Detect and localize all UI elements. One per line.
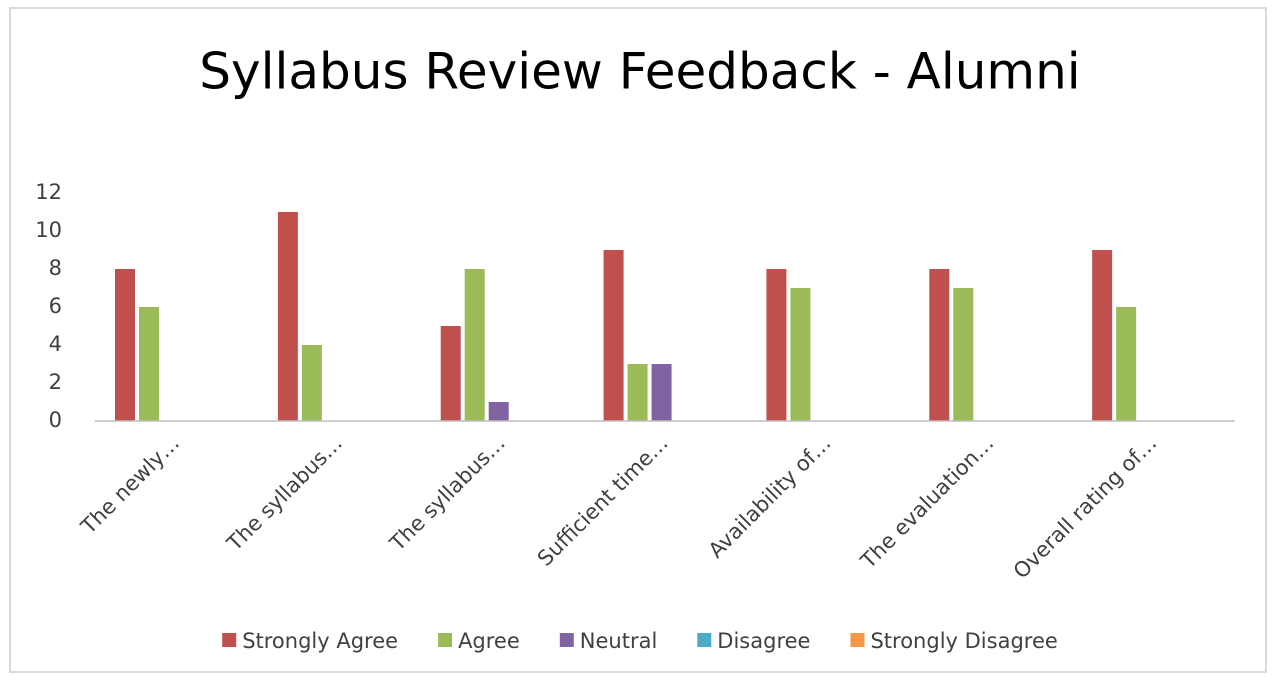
bar (1092, 250, 1113, 421)
y-tick-label: 2 (49, 370, 62, 394)
legend-label: Strongly Disagree (870, 629, 1057, 653)
bar (464, 269, 485, 421)
legend-label: Agree (458, 629, 520, 653)
y-tick-label: 8 (49, 256, 62, 280)
bar (115, 269, 135, 421)
bar (277, 212, 298, 421)
bar (953, 288, 974, 421)
y-tick-label: 10 (35, 218, 62, 242)
bar (766, 269, 787, 421)
legend-label: Neutral (580, 629, 658, 653)
legend-label: Disagree (717, 629, 810, 653)
bar (651, 364, 672, 421)
bar (139, 307, 159, 421)
legend-swatch (559, 633, 574, 647)
legend-swatch (697, 633, 712, 647)
y-tick-label: 12 (35, 180, 62, 204)
legend-swatch (438, 633, 453, 647)
bar (440, 326, 461, 421)
bar (929, 269, 950, 421)
y-tick-label: 6 (49, 294, 62, 318)
chart-border (9, 7, 1267, 673)
legend-swatch (850, 633, 865, 647)
legend-swatch (222, 633, 237, 647)
bar (603, 250, 624, 421)
legend-label: Strongly Agree (242, 629, 398, 653)
y-tick-label: 0 (49, 408, 62, 432)
bar (301, 345, 322, 421)
bar (790, 288, 811, 421)
bar (488, 402, 509, 421)
chart-title: Syllabus Review Feedback - Alumni (199, 43, 1080, 101)
bar (627, 364, 648, 421)
y-tick-label: 4 (49, 332, 62, 356)
bar (1116, 307, 1137, 421)
